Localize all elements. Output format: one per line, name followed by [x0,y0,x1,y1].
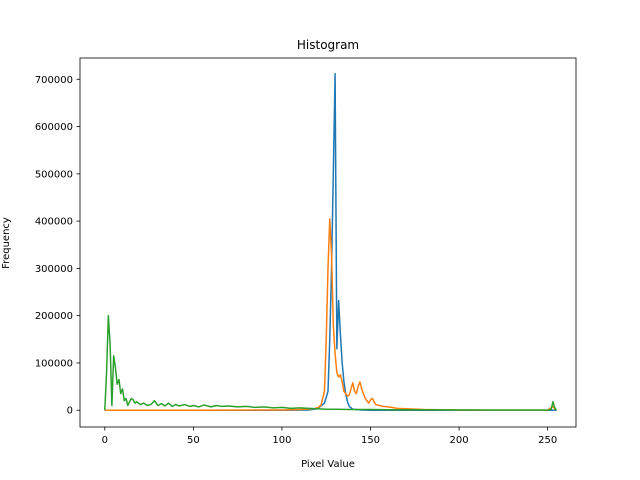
y-axis-label: Frequency [1,217,12,269]
x-tick-label: 100 [272,435,291,446]
series-line-3 [104,314,558,411]
x-tick-label: 200 [450,435,469,446]
y-tick-label: 700000 [35,75,73,86]
x-tick-label: 250 [538,435,557,446]
x-tick-label: 0 [102,435,108,446]
plot-frame [79,57,577,428]
y-tick-label: 300000 [35,264,73,275]
y-tick-label: 400000 [35,217,73,228]
y-tick-label: 0 [67,406,73,417]
x-axis-ticks: 0 50 100 150 200 250 [102,427,557,446]
y-tick-label: 200000 [35,311,73,322]
x-tick-label: 50 [187,435,200,446]
series-line-2 [104,217,557,411]
y-tick-label: 600000 [35,122,73,133]
x-axis-label: Pixel Value [301,459,355,470]
y-tick-label: 100000 [35,358,73,369]
chart-title: Histogram [297,38,359,52]
x-tick-label: 150 [361,435,380,446]
y-axis-ticks: 0 100000 200000 300000 400000 500000 600000 700… [35,75,80,417]
y-tick-label: 500000 [35,169,73,180]
series-layer [104,72,558,411]
